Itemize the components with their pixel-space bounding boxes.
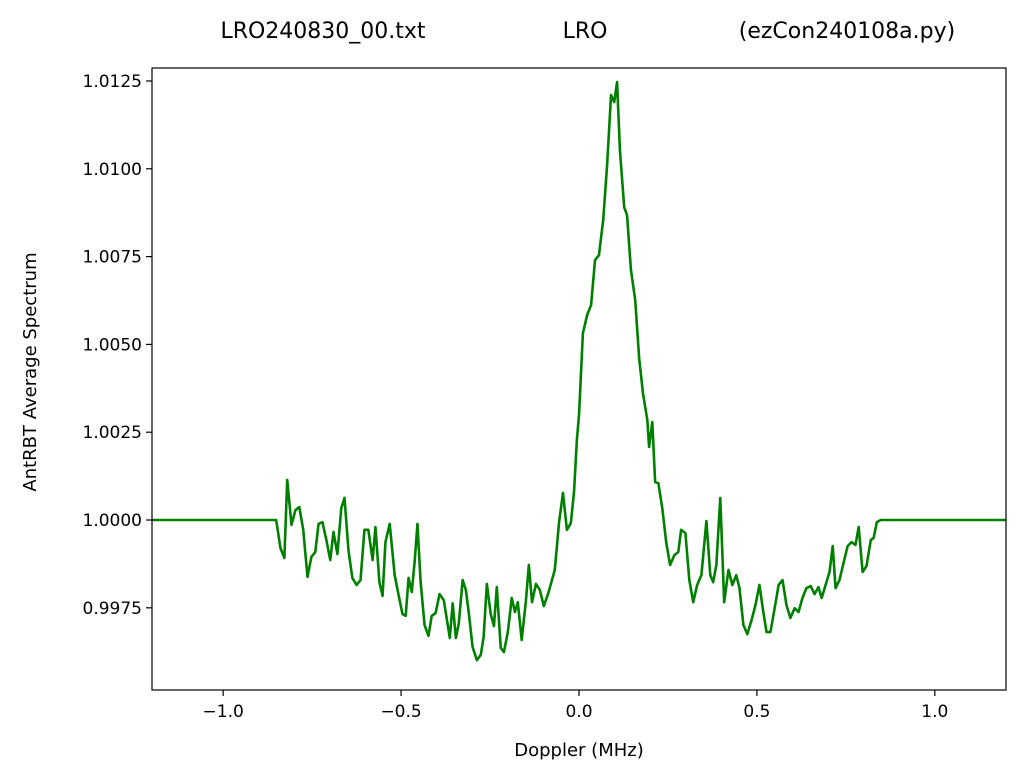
y-tick-label: 0.9975 xyxy=(83,599,142,619)
title-site: LRO xyxy=(563,19,608,44)
y-tick-label: 1.0000 xyxy=(83,511,142,531)
x-tick-label: −1.0 xyxy=(203,702,244,722)
x-axis-label: Doppler (MHz) xyxy=(514,740,643,761)
y-tick-label: 1.0100 xyxy=(83,160,142,180)
x-tick-label: 1.0 xyxy=(921,702,948,722)
title-file: LRO240830_00.txt xyxy=(220,19,425,44)
y-axis-label: AntRBT Average Spectrum xyxy=(20,252,41,491)
spectrum-line xyxy=(152,80,1006,662)
x-tick-label: −0.5 xyxy=(380,702,421,722)
y-tick-label: 1.0125 xyxy=(83,72,142,92)
y-tick-label: 1.0025 xyxy=(83,423,142,443)
plot-frame xyxy=(151,67,1007,691)
title-script: (ezCon240108a.py) xyxy=(739,19,955,44)
y-tick-label: 1.0075 xyxy=(83,248,142,268)
x-tick-label: 0.5 xyxy=(743,702,770,722)
x-tick-label: 0.0 xyxy=(565,702,592,722)
y-tick-label: 1.0050 xyxy=(83,335,142,355)
